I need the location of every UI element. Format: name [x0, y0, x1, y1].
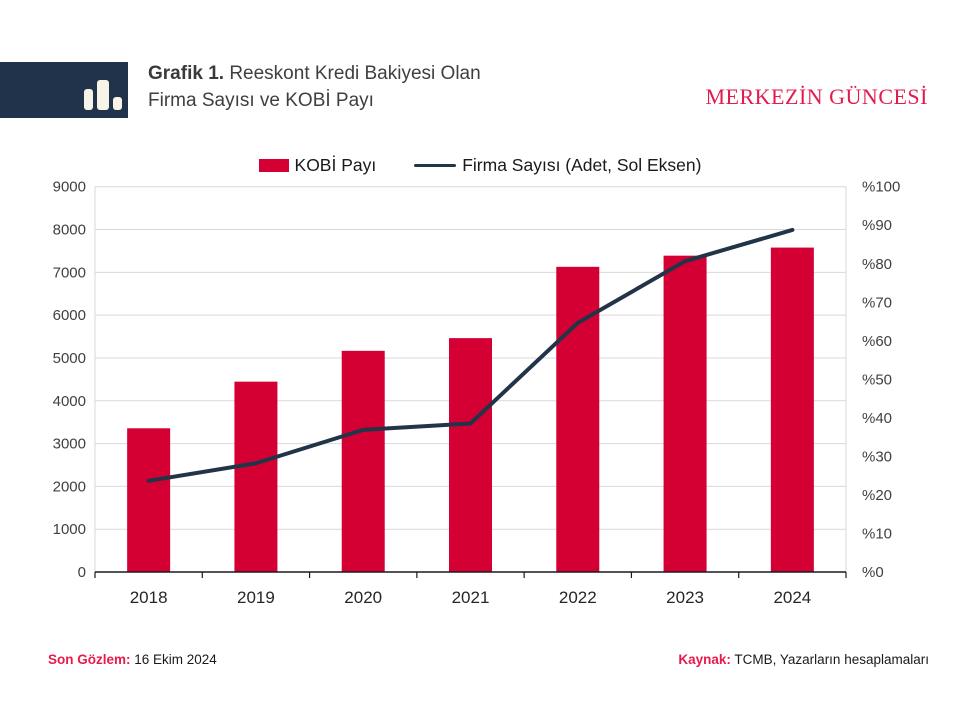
- logo-box: [0, 62, 128, 118]
- bar-2018: [127, 428, 171, 572]
- legend-bar-label: KOBİ Payı: [294, 155, 377, 175]
- last-observation: Son Gözlem: 16 Ekim 2024: [48, 652, 217, 667]
- bar-2022: [556, 266, 600, 572]
- left-axis-tick: 9000: [53, 179, 86, 196]
- last-observation-value: 16 Ekim 2024: [130, 652, 217, 667]
- x-label-2019: 2019: [237, 588, 275, 607]
- x-label-2021: 2021: [452, 588, 490, 607]
- bar-chart-icon: [84, 80, 122, 110]
- title-line2: Firma Sayısı ve KOBİ Payı: [148, 90, 374, 111]
- bar-2023: [663, 255, 707, 572]
- right-axis-tick: %60: [862, 333, 892, 350]
- bar-2019: [234, 381, 278, 572]
- left-axis-tick: 4000: [53, 393, 86, 410]
- left-axis-tick: 1000: [53, 521, 86, 538]
- left-axis-tick: 7000: [53, 264, 86, 281]
- x-label-2020: 2020: [344, 588, 382, 607]
- left-axis-tick: 3000: [53, 436, 86, 453]
- bar-2024: [770, 247, 814, 572]
- left-axis-tick: 8000: [53, 222, 86, 239]
- left-axis-tick: 0: [78, 564, 86, 581]
- right-axis-tick: %10: [862, 525, 892, 542]
- x-label-2024: 2024: [773, 588, 811, 607]
- bar-2020: [341, 350, 385, 572]
- title-line1: Reeskont Kredi Bakiyesi Olan: [224, 63, 481, 84]
- right-axis-tick: %0: [862, 564, 884, 581]
- left-axis-tick: 2000: [53, 478, 86, 495]
- last-observation-label: Son Gözlem:: [48, 652, 131, 667]
- title-prefix: Grafik 1.: [148, 63, 225, 84]
- source-note: Kaynak: TCMB, Yazarların hesaplamaları: [678, 652, 929, 667]
- x-label-2022: 2022: [559, 588, 597, 607]
- chart-legend: KOBİ Payı Firma Sayısı (Adet, Sol Eksen): [0, 155, 960, 176]
- right-axis-tick: %30: [862, 448, 892, 465]
- legend-line-swatch: [414, 163, 457, 168]
- source-label: Kaynak:: [678, 652, 731, 667]
- brand-logo-text: MERKEZİN GÜNCESİ: [705, 84, 928, 109]
- left-axis-tick: 6000: [53, 307, 86, 324]
- right-axis-tick: %80: [862, 256, 892, 273]
- legend-item-firma-sayisi: Firma Sayısı (Adet, Sol Eksen): [414, 155, 701, 176]
- x-label-2023: 2023: [666, 588, 704, 607]
- page-title: Grafik 1. Reeskont Kredi Bakiyesi Olan F…: [148, 60, 481, 114]
- right-axis-tick: %40: [862, 410, 892, 427]
- legend-item-kobi-payi: KOBİ Payı: [258, 155, 377, 176]
- right-axis-tick: %100: [862, 179, 900, 196]
- right-axis-tick: %50: [862, 371, 892, 388]
- firma-sayisi-line: [146, 227, 795, 483]
- right-axis-tick: %70: [862, 294, 892, 311]
- source-value: TCMB, Yazarların hesaplamaları: [730, 652, 929, 667]
- right-axis-tick: %20: [862, 487, 892, 504]
- x-label-2018: 2018: [130, 588, 168, 607]
- right-axis-tick: %90: [862, 217, 892, 234]
- legend-bar-swatch: [258, 159, 289, 172]
- bar-2021: [449, 338, 492, 572]
- legend-line-label: Firma Sayısı (Adet, Sol Eksen): [462, 155, 702, 175]
- left-axis-tick: 5000: [53, 350, 86, 367]
